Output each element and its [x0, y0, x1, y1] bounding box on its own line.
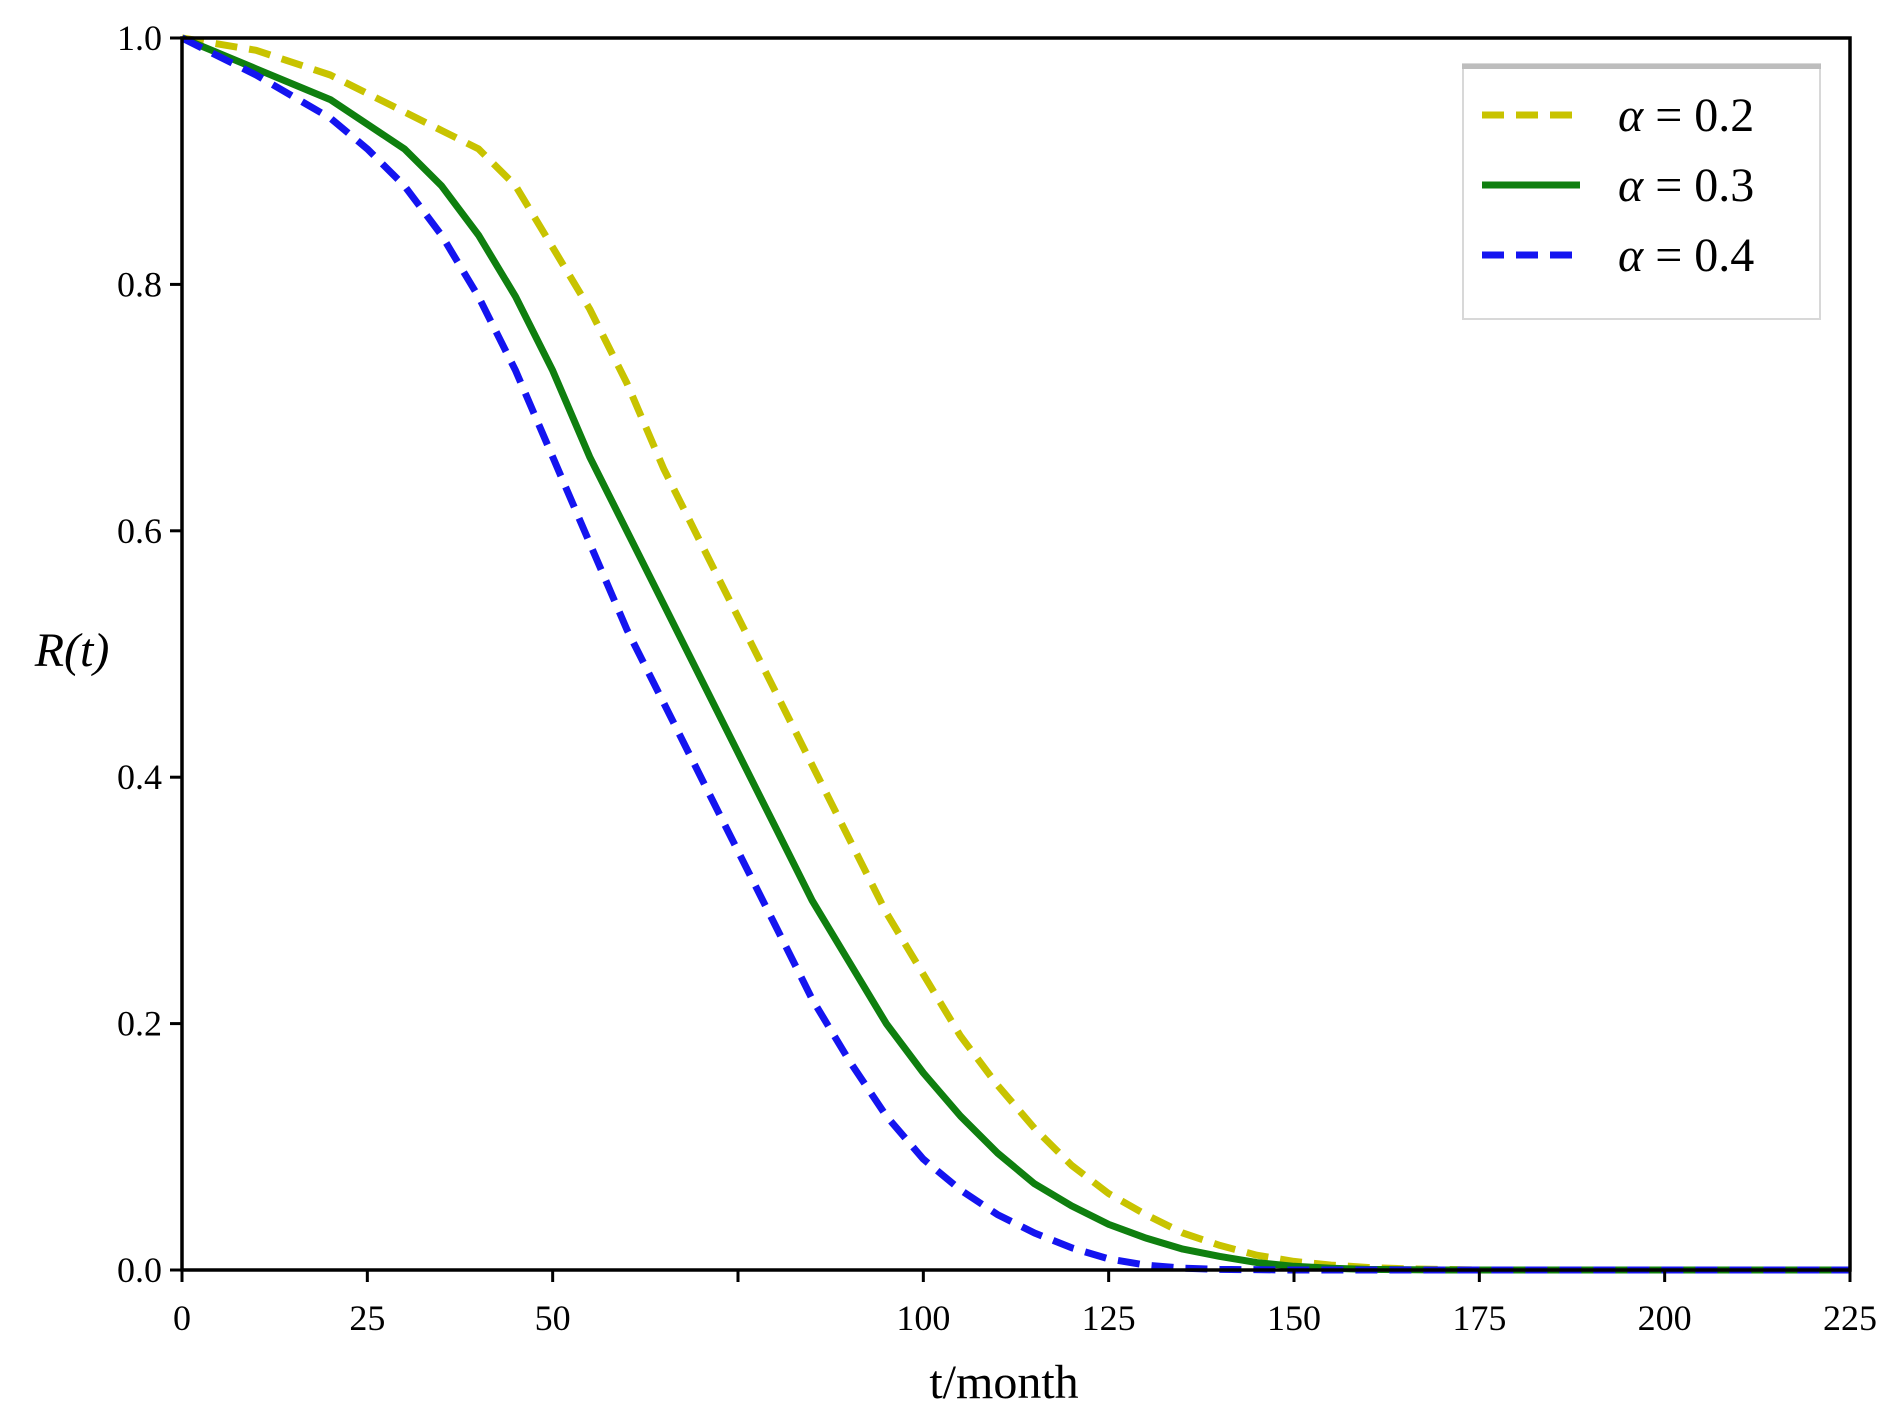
- plot-frame: [180, 36, 1852, 1272]
- x-tick-label: 25: [349, 1298, 385, 1338]
- legend-box-shadow: [1462, 64, 1821, 69]
- x-axis-ticks: 0 25 50 100 125 150 175 200 225: [173, 1270, 1877, 1338]
- y-tick-label: 0.6: [117, 511, 162, 551]
- x-tick-label: 50: [535, 1298, 571, 1338]
- x-tick-label: 175: [1452, 1298, 1506, 1338]
- y-tick-label: 0.2: [117, 1004, 162, 1044]
- y-tick-label: 0.8: [117, 264, 162, 304]
- x-tick-label: 125: [1082, 1298, 1136, 1338]
- x-axis-title: t/month: [929, 1356, 1078, 1409]
- x-tick-label: 225: [1823, 1298, 1877, 1338]
- legend-label-1: α = 0.3: [1618, 159, 1754, 212]
- y-tick-label: 0.0: [117, 1250, 162, 1290]
- x-tick-label: 0: [173, 1298, 191, 1338]
- x-tick-label: 100: [896, 1298, 950, 1338]
- series-line-1: [180, 34, 1850, 1274]
- series-line-2: [180, 34, 1850, 1274]
- legend-box: [1462, 63, 1821, 320]
- plot-curves: [180, 34, 1850, 1274]
- legend-label-2: α = 0.4: [1618, 229, 1754, 282]
- legend: α = 0.2 α = 0.3 α = 0.4: [1462, 63, 1821, 320]
- x-tick-label: 200: [1638, 1298, 1692, 1338]
- x-tick-label: 150: [1267, 1298, 1321, 1338]
- y-tick-label: 0.4: [117, 757, 162, 797]
- legend-label-0: α = 0.2: [1618, 89, 1754, 142]
- y-tick-label: 1.0: [117, 18, 162, 58]
- y-axis-title: R(t): [34, 624, 110, 677]
- y-axis-ticks: 0.0 0.2 0.4 0.6 0.8 1.0: [117, 18, 182, 1290]
